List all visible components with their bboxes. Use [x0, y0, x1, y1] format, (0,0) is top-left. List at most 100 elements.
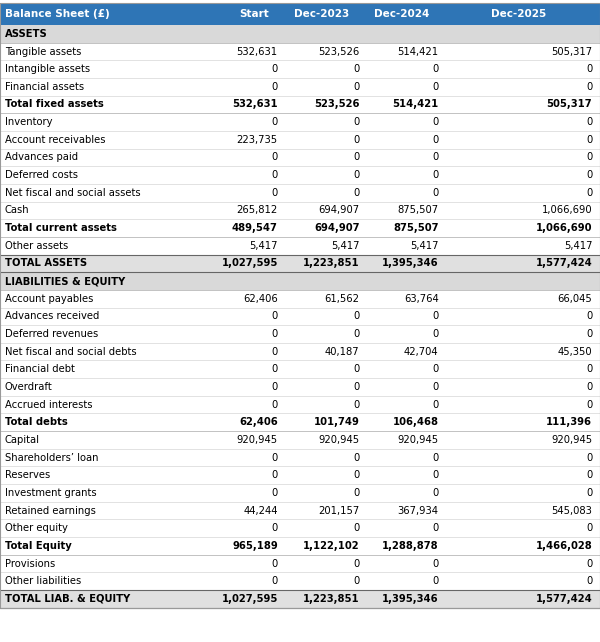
Text: 0: 0 [433, 82, 439, 92]
Text: 111,396: 111,396 [546, 417, 592, 428]
Bar [0, 272, 600, 290]
Text: 514,421: 514,421 [397, 46, 439, 56]
Text: 694,907: 694,907 [318, 205, 359, 216]
Text: 61,562: 61,562 [325, 293, 359, 304]
Text: Total current assets: Total current assets [5, 223, 116, 233]
Text: Start: Start [239, 9, 269, 19]
Bar [0, 96, 600, 113]
Text: 0: 0 [272, 576, 278, 586]
Text: 0: 0 [433, 523, 439, 534]
Text: 920,945: 920,945 [551, 435, 592, 445]
Text: 0: 0 [272, 523, 278, 534]
Text: 0: 0 [433, 152, 439, 162]
Text: 0: 0 [353, 170, 359, 180]
Text: 0: 0 [272, 399, 278, 410]
Text: 0: 0 [433, 470, 439, 480]
Text: 0: 0 [272, 117, 278, 127]
Bar [0, 202, 600, 219]
Bar [0, 360, 600, 378]
Bar [0, 449, 600, 466]
Text: 0: 0 [433, 488, 439, 498]
Text: Shareholders’ loan: Shareholders’ loan [5, 453, 98, 463]
Text: 0: 0 [586, 82, 592, 92]
Text: 1,122,102: 1,122,102 [303, 541, 359, 551]
Text: 5,417: 5,417 [250, 241, 278, 251]
Text: 63,764: 63,764 [404, 293, 439, 304]
Text: 523,526: 523,526 [314, 100, 359, 110]
Text: 505,317: 505,317 [547, 100, 592, 110]
Text: Account receivables: Account receivables [5, 135, 106, 145]
Text: TOTAL LIAB. & EQUITY: TOTAL LIAB. & EQUITY [5, 594, 130, 604]
Bar [0, 254, 600, 272]
Text: LIABILITIES & EQUITY: LIABILITIES & EQUITY [5, 276, 125, 286]
Text: 0: 0 [272, 347, 278, 357]
Text: 62,406: 62,406 [243, 293, 278, 304]
Bar [0, 78, 600, 96]
Text: 965,189: 965,189 [232, 541, 278, 551]
Bar [0, 501, 600, 519]
Bar [0, 537, 600, 555]
Text: 0: 0 [272, 382, 278, 392]
Text: 0: 0 [272, 470, 278, 480]
Text: Deferred costs: Deferred costs [5, 170, 78, 180]
Text: 0: 0 [353, 82, 359, 92]
Text: 0: 0 [433, 187, 439, 198]
Bar [0, 60, 600, 78]
Bar [0, 42, 600, 60]
Text: 0: 0 [433, 559, 439, 569]
Text: 45,350: 45,350 [557, 347, 592, 357]
Text: 545,083: 545,083 [551, 505, 592, 516]
Text: 0: 0 [272, 187, 278, 198]
Text: ASSETS: ASSETS [5, 29, 47, 39]
Text: Balance Sheet (£): Balance Sheet (£) [5, 9, 110, 19]
Bar [0, 484, 600, 501]
Text: 0: 0 [353, 187, 359, 198]
Text: 42,704: 42,704 [404, 347, 439, 357]
Text: Dec-2023: Dec-2023 [294, 9, 349, 19]
Bar [0, 290, 600, 308]
Bar [0, 572, 600, 590]
Text: 0: 0 [586, 364, 592, 374]
Text: 0: 0 [272, 64, 278, 74]
Bar [0, 343, 600, 360]
Text: 532,631: 532,631 [236, 46, 278, 56]
Text: Retained earnings: Retained earnings [5, 505, 95, 516]
Text: 0: 0 [272, 559, 278, 569]
Bar [0, 413, 600, 431]
Text: 0: 0 [586, 329, 592, 339]
Text: 1,066,690: 1,066,690 [536, 223, 592, 233]
Text: 1,288,878: 1,288,878 [382, 541, 439, 551]
Text: TOTAL ASSETS: TOTAL ASSETS [5, 258, 87, 268]
Text: Account payables: Account payables [5, 293, 93, 304]
Text: 1,223,851: 1,223,851 [303, 258, 359, 268]
Text: Deferred revenues: Deferred revenues [5, 329, 98, 339]
Text: 0: 0 [433, 311, 439, 322]
Bar [0, 184, 600, 202]
Text: Total debts: Total debts [5, 417, 68, 428]
Text: 5,417: 5,417 [410, 241, 439, 251]
Text: Dec-2025: Dec-2025 [491, 9, 546, 19]
Text: Net fiscal and social debts: Net fiscal and social debts [5, 347, 136, 357]
Text: Financial debt: Financial debt [5, 364, 74, 374]
Text: 0: 0 [586, 559, 592, 569]
Text: 0: 0 [586, 64, 592, 74]
Bar [0, 325, 600, 343]
Text: Other assets: Other assets [5, 241, 68, 251]
Text: Total fixed assets: Total fixed assets [5, 100, 104, 110]
Bar [0, 25, 600, 42]
Text: 101,749: 101,749 [314, 417, 359, 428]
Text: 0: 0 [353, 559, 359, 569]
Bar [0, 378, 600, 395]
Text: 532,631: 532,631 [232, 100, 278, 110]
Text: 0: 0 [353, 135, 359, 145]
Text: 0: 0 [272, 488, 278, 498]
Text: 0: 0 [586, 453, 592, 463]
Text: 1,066,690: 1,066,690 [542, 205, 592, 216]
Text: 201,157: 201,157 [318, 505, 359, 516]
Text: Dec-2024: Dec-2024 [374, 9, 430, 19]
Text: 1,223,851: 1,223,851 [303, 594, 359, 604]
Text: 920,945: 920,945 [318, 435, 359, 445]
Text: Tangible assets: Tangible assets [5, 46, 81, 56]
Text: 0: 0 [433, 399, 439, 410]
Text: 1,577,424: 1,577,424 [535, 594, 592, 604]
